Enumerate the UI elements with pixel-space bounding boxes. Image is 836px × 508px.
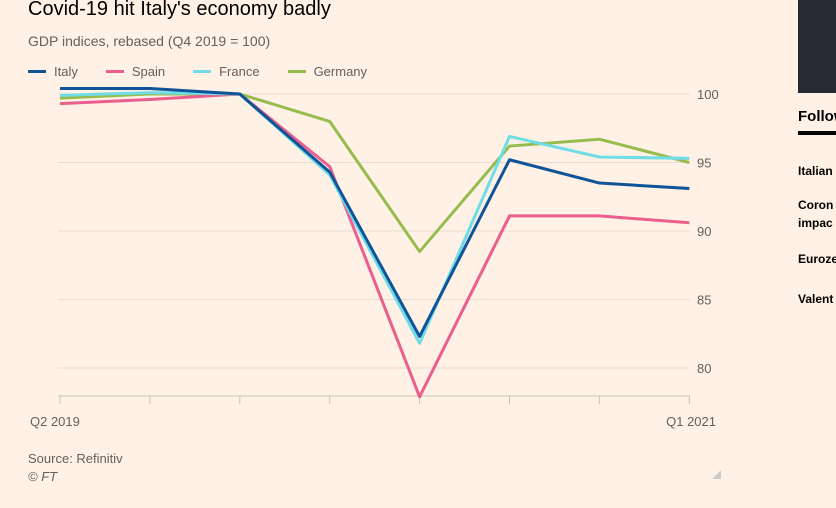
series-line-france bbox=[59, 91, 690, 345]
chart-title: Covid-19 hit Italy's economy badly bbox=[28, 0, 331, 20]
follow-heading: Follow bbox=[798, 108, 836, 125]
legend-label: France bbox=[219, 64, 260, 79]
legend-item-spain: Spain bbox=[105, 64, 166, 79]
legend-label: Italy bbox=[54, 64, 78, 79]
legend-swatch bbox=[193, 70, 212, 73]
legend-item-france: France bbox=[193, 64, 260, 79]
sidebar-image bbox=[798, 0, 836, 93]
legend: Italy Spain France Germany bbox=[28, 64, 395, 79]
series-line-germany bbox=[59, 92, 690, 254]
series-line-italy bbox=[60, 87, 690, 338]
resize-handle-icon[interactable] bbox=[712, 470, 721, 479]
legend-swatch bbox=[287, 70, 306, 73]
sidebar-link[interactable]: Euroze bbox=[798, 252, 836, 266]
chart-subtitle: GDP indices, rebased (Q4 2019 = 100) bbox=[28, 33, 271, 49]
legend-label: Germany bbox=[313, 64, 368, 79]
divider bbox=[798, 131, 836, 135]
legend-item-germany: Germany bbox=[287, 64, 368, 79]
copyright: © FT bbox=[28, 469, 58, 484]
y-tick-label: 85 bbox=[697, 293, 711, 308]
legend-swatch bbox=[28, 70, 46, 73]
y-tick-label: 100 bbox=[697, 87, 719, 102]
sidebar-link[interactable]: Valent bbox=[798, 292, 834, 306]
source-note: Source: Refinitiv bbox=[28, 451, 123, 466]
x-tick-label: Q1 2021 bbox=[666, 414, 716, 429]
legend-item-italy: Italy bbox=[28, 64, 78, 79]
y-tick-label: 95 bbox=[697, 156, 711, 171]
y-tick-label: 80 bbox=[697, 361, 711, 376]
sidebar-link[interactable]: Coron impac bbox=[798, 198, 834, 230]
x-tick-label: Q2 2019 bbox=[30, 414, 80, 429]
legend-label: Spain bbox=[131, 64, 166, 79]
series-line-spain bbox=[59, 92, 690, 399]
y-tick-label: 90 bbox=[697, 224, 711, 239]
legend-swatch bbox=[105, 70, 124, 73]
sidebar-link[interactable]: Italian bbox=[798, 164, 833, 178]
